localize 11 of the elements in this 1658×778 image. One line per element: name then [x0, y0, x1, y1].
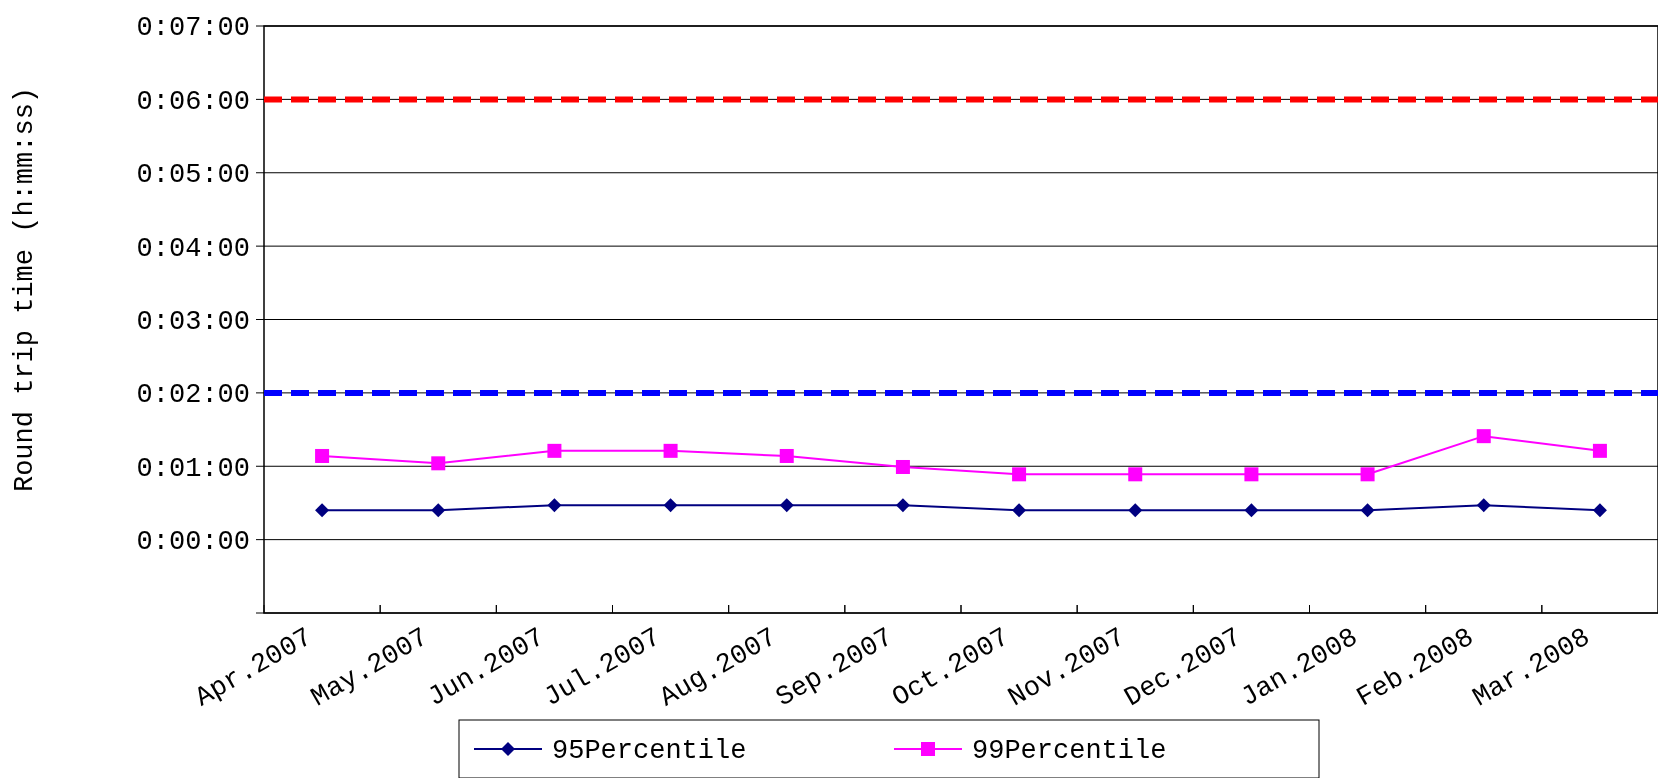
y-tick-label: 0:02:00	[136, 380, 250, 411]
y-tick-label: 0:03:00	[136, 306, 250, 337]
y-axis-title: Round trip time (h:mm:ss)	[10, 86, 40, 493]
y-tick-label: 0:01:00	[136, 453, 250, 484]
legend-label: 99Percentile	[972, 736, 1167, 767]
y-tick-label: 0:07:00	[136, 13, 250, 44]
y-tick-label: 0:04:00	[136, 233, 250, 264]
y-tick-label: 0:05:00	[136, 160, 250, 191]
y-tick-label: 0:00:00	[136, 527, 250, 558]
legend-label: 95Percentile	[552, 736, 747, 767]
y-tick-label: 0:06:00	[136, 86, 250, 117]
